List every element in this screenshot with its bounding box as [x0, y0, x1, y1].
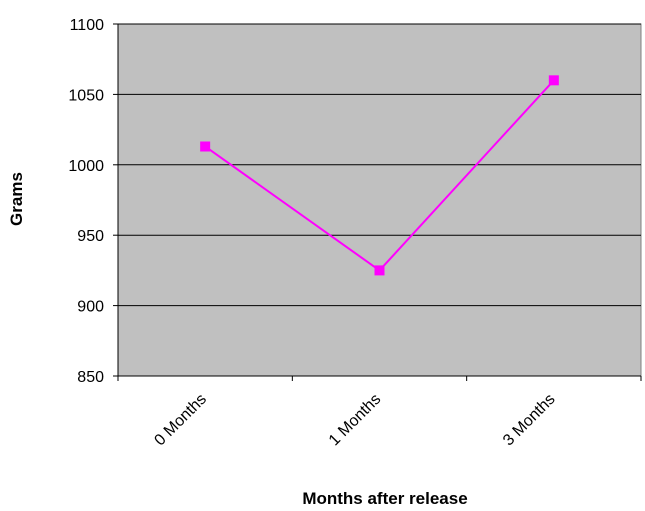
y-tick-label: 950: [77, 228, 104, 245]
plot-background: [117, 23, 642, 377]
y-tick-label: 900: [77, 299, 104, 316]
y-axis-label: Grams: [7, 172, 26, 226]
plot-area: 850 900 950 1000 1050 1100 0 Months 1 Months 3 M…: [68, 17, 642, 450]
y-tick-label: 850: [77, 369, 104, 386]
data-point-marker: [548, 75, 559, 86]
y-tick-label: 1100: [70, 17, 105, 34]
x-tick-label: 1 Months: [326, 391, 385, 450]
x-tick-label: 0 Months: [151, 391, 210, 450]
y-tick-label: 1000: [68, 158, 104, 175]
data-point-marker: [200, 141, 211, 152]
x-tick-label: 3 Months: [500, 391, 559, 450]
x-axis-label: Months after release: [302, 489, 467, 508]
data-point-marker: [374, 265, 385, 276]
y-tick-label: 1050: [68, 87, 104, 104]
